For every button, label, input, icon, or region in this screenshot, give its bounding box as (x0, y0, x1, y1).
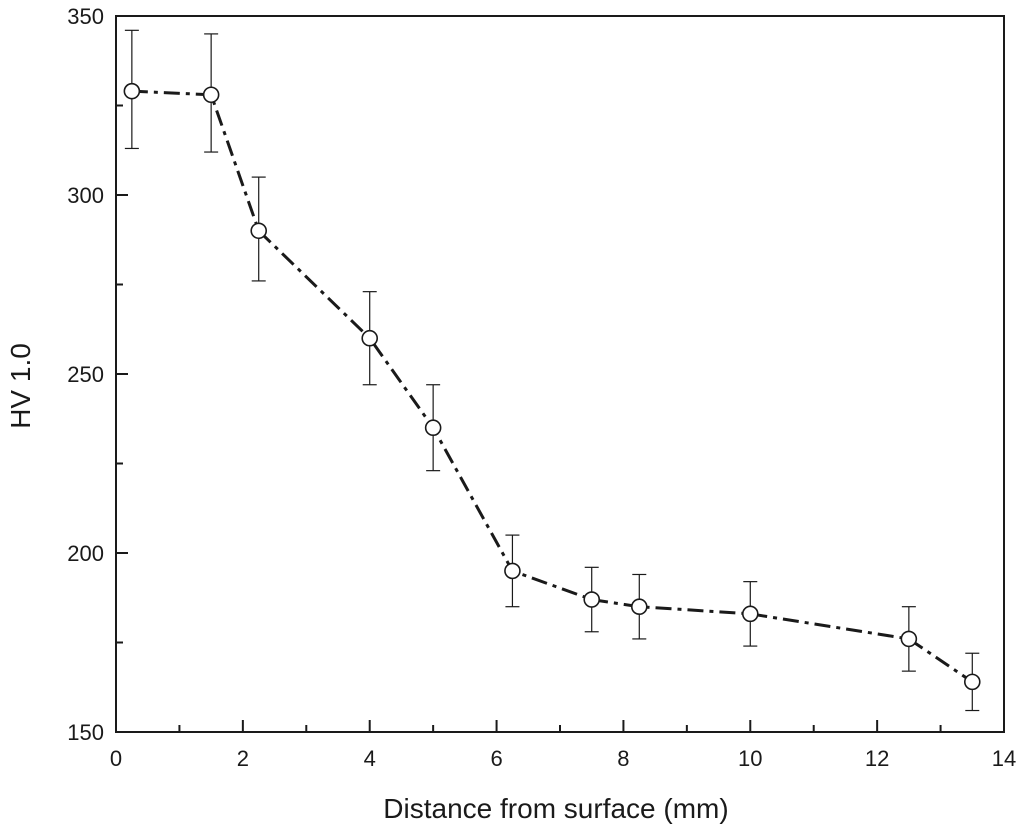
y-axis: 150 200 250 300 350 (67, 4, 128, 745)
x-axis: 0 2 4 6 8 10 12 14 (110, 720, 1016, 771)
y-tick-label: 350 (67, 4, 104, 29)
series-hv (123, 29, 981, 712)
data-point (361, 329, 379, 347)
x-tick-label: 14 (992, 746, 1016, 771)
data-point (741, 605, 759, 623)
data-point (424, 419, 442, 437)
x-tick-label: 10 (738, 746, 762, 771)
x-tick-label: 12 (865, 746, 889, 771)
x-axis-title: Distance from surface (mm) (383, 793, 728, 824)
plot-area-frame (115, 15, 1005, 733)
x-tick-label: 8 (617, 746, 629, 771)
data-point (900, 630, 918, 648)
data-point (250, 222, 268, 240)
data-point (583, 591, 601, 608)
data-point (504, 562, 521, 580)
x-tick-label: 6 (490, 746, 502, 771)
data-point (630, 598, 648, 616)
x-tick-label: 0 (110, 746, 122, 771)
y-tick-label: 150 (67, 720, 104, 745)
data-point (202, 86, 220, 104)
data-point (123, 82, 141, 100)
y-tick-label: 250 (67, 362, 104, 387)
x-tick-label: 2 (237, 746, 249, 771)
y-tick-label: 300 (67, 183, 104, 208)
x-tick-label: 4 (364, 746, 376, 771)
y-tick-label: 200 (67, 541, 104, 566)
series-line (131, 89, 974, 684)
y-axis-title: HV 1.0 (5, 343, 36, 429)
data-point (963, 673, 981, 691)
